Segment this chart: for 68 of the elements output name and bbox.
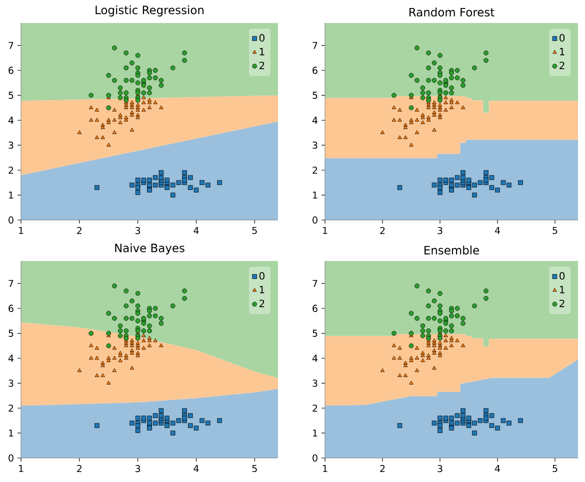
x-tick-label: 1 — [19, 465, 24, 472]
y-tick-label: 1 — [313, 192, 318, 199]
y-tick-label: 2 — [312, 166, 318, 174]
y-tick-label: 6 — [8, 66, 14, 74]
y-tick-label: 3 — [8, 380, 14, 387]
y-tick-label: 4 — [8, 354, 14, 362]
x-tick-label: 3 — [136, 465, 140, 472]
y-tick-label: 3 — [312, 380, 318, 387]
x-tick-label: 1 — [19, 227, 24, 234]
legend-label: 1 — [260, 48, 264, 56]
x-tick-label: 1 — [323, 465, 328, 472]
legend-label: 1 — [260, 286, 264, 294]
y-tick-label: 2 — [8, 404, 14, 412]
legend-label: 2 — [260, 300, 264, 308]
y-tick-label: 0 — [312, 216, 318, 224]
legend-label: 2 — [260, 62, 264, 70]
x-tick-label: 4 — [494, 465, 500, 472]
y-tick-label: 2 — [8, 166, 14, 174]
x-tick-label: 3 — [438, 465, 442, 472]
y-tick-label: 4 — [8, 116, 14, 124]
x-tick-label: 1 — [323, 227, 328, 234]
y-tick-label: 6 — [312, 66, 318, 74]
y-tick-label: 1 — [9, 430, 14, 437]
x-tick-label: 3 — [136, 226, 140, 234]
y-tick-label: 0 — [312, 454, 318, 462]
y-tick-label: 2 — [312, 404, 318, 412]
y-tick-label: 6 — [312, 304, 318, 312]
x-tick-label: 2 — [380, 465, 385, 472]
legend-label: 2 — [560, 62, 564, 70]
x-tick-label: 4 — [194, 227, 199, 234]
x-tick-label: 5 — [552, 227, 558, 234]
y-tick-label: 7 — [312, 42, 318, 49]
legend-label: 0 — [560, 34, 565, 42]
legend-label: 1 — [560, 48, 564, 56]
x-tick-label: 2 — [380, 226, 385, 234]
y-tick-label: 3 — [312, 142, 318, 149]
y-tick-label: 0 — [8, 216, 14, 224]
x-tick-label: 3 — [438, 226, 442, 234]
y-tick-label: 6 — [8, 304, 14, 312]
chart-title: Random Forest — [410, 8, 494, 16]
y-tick-label: 4 — [312, 354, 318, 362]
x-tick-label: 5 — [252, 465, 257, 472]
y-tick-label: 7 — [312, 280, 318, 287]
chart-title: Naive Bayes — [115, 243, 184, 254]
legend-label: 0 — [259, 34, 264, 42]
y-tick-label: 1 — [9, 192, 14, 199]
y-tick-label: 4 — [312, 116, 318, 124]
legend-label: 1 — [560, 286, 564, 294]
y-tick-label: 5 — [312, 330, 318, 337]
y-tick-label: 5 — [8, 92, 14, 99]
x-tick-label: 2 — [77, 226, 82, 234]
y-tick-label: 3 — [8, 142, 14, 149]
x-tick-label: 5 — [552, 465, 558, 472]
legend-label: 2 — [560, 300, 564, 308]
x-tick-label: 4 — [494, 227, 500, 234]
y-tick-label: 0 — [8, 454, 14, 462]
y-tick-label: 7 — [8, 42, 14, 49]
legend-label: 0 — [560, 272, 565, 280]
x-tick-label: 5 — [252, 227, 257, 234]
y-tick-label: 5 — [8, 330, 14, 337]
y-tick-label: 7 — [8, 280, 14, 287]
y-tick-label: 5 — [312, 92, 318, 99]
legend-label: 0 — [259, 272, 264, 280]
chart-title: Logistic Regression — [96, 5, 204, 16]
chart-title: Ensemble — [424, 246, 479, 254]
x-tick-label: 2 — [77, 465, 82, 472]
x-tick-label: 4 — [194, 465, 199, 472]
y-tick-label: 1 — [313, 430, 318, 437]
